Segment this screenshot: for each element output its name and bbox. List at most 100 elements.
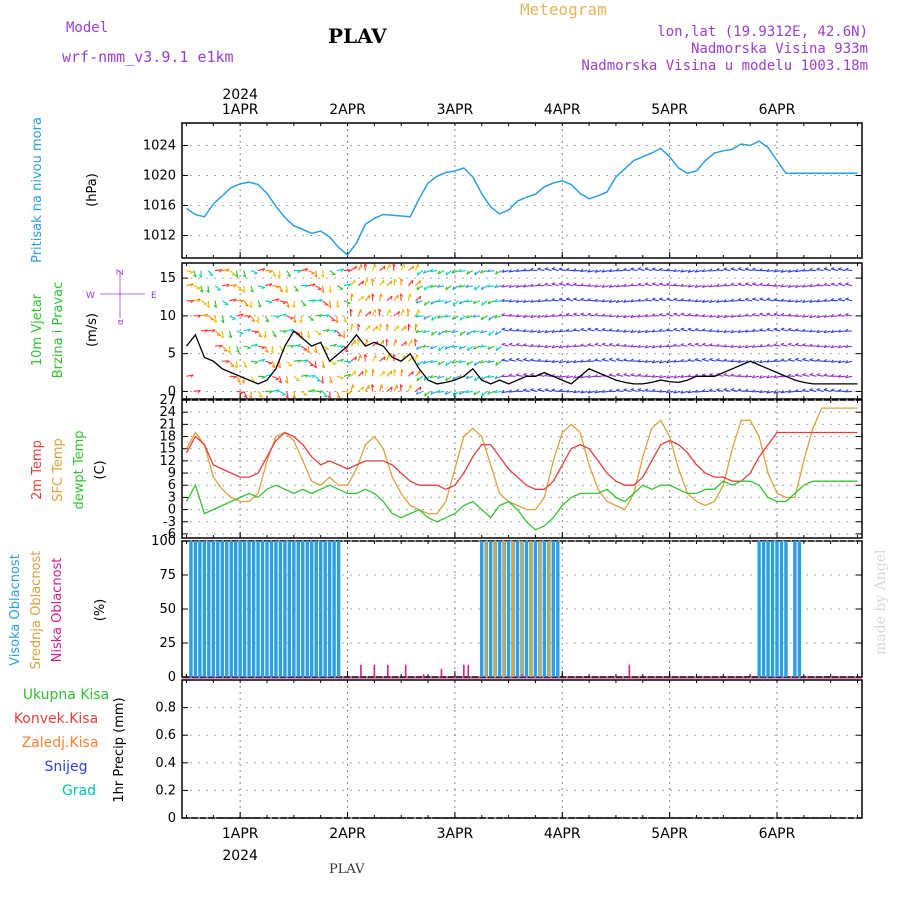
wind-arrow-head (579, 359, 584, 363)
wind-arrow (694, 343, 702, 347)
wind-arrow (766, 313, 774, 317)
wind-arrow-head (809, 388, 813, 391)
wind-arrow-head (744, 359, 748, 364)
wind-arrow-head (616, 357, 620, 361)
wind-arrow-head (694, 298, 698, 303)
wind-arrow-head (651, 388, 656, 392)
wind-arrow (737, 389, 745, 392)
wind-arrow-head (530, 388, 534, 391)
wind-arrow (659, 345, 667, 348)
wind-arrow (644, 345, 652, 349)
wind-arrow-head (766, 375, 770, 379)
wind-arrow-head (393, 369, 397, 373)
wind-arrow (343, 283, 351, 287)
wind-arrow (193, 270, 197, 278)
wind-arrow-head (419, 280, 421, 285)
wind-arrow (430, 360, 438, 363)
high-cloud-bar (225, 541, 229, 677)
wind-arrow-head (787, 327, 792, 331)
wind-arrow (515, 270, 523, 273)
wind-arrow (551, 389, 559, 392)
wind-arrow-head (515, 357, 520, 361)
wind-arrow (694, 285, 702, 288)
wind-arrow (816, 315, 824, 319)
wind-arrow (465, 285, 473, 288)
wind-arrow (321, 376, 324, 384)
wind-arrow (780, 270, 788, 273)
wind-arrow (508, 270, 516, 273)
wind-arrow-head (644, 313, 648, 317)
wind-arrow-head (487, 284, 491, 288)
wind-arrow-head (687, 284, 691, 288)
wind-arrow (236, 345, 240, 353)
wind-arrow (737, 299, 745, 302)
wind-arrow-head (644, 297, 649, 301)
wind-arrow (438, 330, 445, 336)
wind-arrow (424, 285, 431, 291)
wind-arrow (386, 295, 393, 302)
wind-arrow-head (587, 374, 591, 378)
y-tick-label: 1024 (143, 139, 176, 154)
wind-arrow-head (630, 283, 634, 286)
wind-arrow-head (644, 329, 648, 333)
wind-arrow (544, 389, 552, 392)
wind-arrow-head (766, 312, 771, 315)
wind-arrow-head (501, 342, 506, 345)
wind-arrow-head (630, 298, 634, 303)
wind-arrow-head (780, 312, 785, 316)
wind-arrow-head (466, 361, 469, 366)
wind-arrow-head (608, 357, 613, 361)
wind-arrow (616, 285, 624, 288)
wind-arrow-head (522, 343, 527, 346)
wind-arrow (759, 313, 767, 317)
wind-arrow (423, 360, 431, 364)
wind-arrow-head (327, 395, 331, 399)
y-tick-label: 75 (159, 568, 176, 583)
wind-arrow-head (744, 267, 749, 270)
wind-arrow (530, 330, 538, 333)
wind-arrow (787, 285, 796, 288)
wind-arrow-head (279, 289, 283, 293)
high-cloud-bar (533, 541, 538, 677)
wind-arrow (709, 390, 717, 392)
wind-arrow (286, 300, 290, 308)
wind-arrow-head (630, 373, 635, 376)
wind-arrow (415, 386, 422, 392)
wind-arrow (214, 315, 217, 323)
wind-arrow (666, 298, 674, 302)
wind-arrow-head (226, 283, 230, 288)
wind-arrow (407, 384, 412, 392)
wind-arrow-head (723, 373, 728, 376)
wind-arrow-head (537, 387, 542, 391)
wind-arrow (637, 284, 645, 287)
wind-arrow (400, 341, 407, 347)
wind-arrow-head (359, 354, 362, 359)
wind-arrow (723, 315, 731, 319)
wind-arrow-head (340, 345, 345, 349)
wind-arrow (371, 384, 374, 392)
wind-arrow-head (515, 313, 519, 318)
wind-arrow-head (730, 388, 735, 391)
high-cloud-bar (497, 541, 502, 677)
high-cloud-bar (305, 541, 309, 677)
wind-arrow-head (780, 269, 784, 273)
wind-arrow (680, 328, 688, 332)
wind-arrow-head (302, 304, 307, 307)
wind-arrow (200, 313, 208, 317)
wind-arrow (616, 315, 624, 318)
wind-arrow-head (361, 371, 364, 375)
wind-arrow-head (501, 298, 505, 302)
wind-arrow-head (423, 376, 426, 381)
wind-arrow-head (544, 314, 548, 318)
wind-arrow (744, 375, 753, 378)
top-day-label-1APR: 1APR (222, 102, 259, 118)
wind-arrow (795, 285, 803, 288)
wind-arrow-head (823, 344, 827, 348)
wind-arrow (243, 270, 247, 278)
wind-arrow (752, 269, 760, 272)
wind-arrow (357, 264, 362, 271)
wind-arrow (430, 390, 438, 395)
high-cloud-bar (198, 541, 202, 677)
wind-arrow (466, 270, 474, 275)
wind-arrow (580, 375, 588, 379)
